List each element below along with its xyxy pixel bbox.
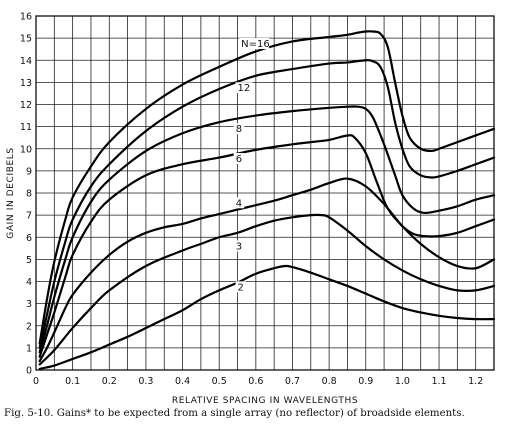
- curve-label-background: [233, 123, 245, 135]
- curve-label-background: [233, 197, 245, 209]
- y-tick-label: 0: [26, 366, 32, 377]
- gain-curve-3: [38, 213, 496, 366]
- gain-curve-12: [38, 59, 496, 349]
- curve-label: 6: [236, 154, 242, 165]
- y-tick-label: 12: [20, 100, 32, 111]
- curve-label: N=16: [241, 39, 270, 50]
- y-tick-label: 14: [20, 56, 32, 67]
- x-tick-label: 0.9: [358, 376, 373, 387]
- curve-label-background: [233, 153, 245, 165]
- curve-label-background: [235, 82, 253, 94]
- y-tick-label: 15: [20, 34, 32, 45]
- x-tick-label: 0.3: [138, 376, 153, 387]
- y-tick-label: 5: [26, 255, 32, 266]
- gain-curves: [38, 30, 496, 370]
- x-tick-label: 0.6: [248, 376, 263, 387]
- gridlines: [36, 16, 494, 370]
- x-tick-label: 0.4: [175, 376, 190, 387]
- x-tick-label: 1.1: [431, 376, 446, 387]
- y-tick-label: 11: [20, 122, 32, 133]
- curve-label: 12: [238, 83, 251, 94]
- gain-curve-2: [38, 264, 496, 370]
- gain-curve-4: [38, 177, 496, 363]
- y-tick-label: 7: [26, 211, 32, 222]
- curve-label: 4: [236, 198, 242, 209]
- y-tick-label: 16: [20, 12, 32, 23]
- y-tick-label: 8: [26, 189, 32, 200]
- x-tick-label: 0.1: [65, 376, 80, 387]
- x-tick-labels: 0 0.1 0.2 0.3 0.4 0.5 0.6 0.7 0.8 0.9 1.0 1.1 1.2: [33, 376, 483, 387]
- x-tick-label: 0.8: [322, 376, 337, 387]
- x-tick-label: 1.0: [395, 376, 410, 387]
- x-tick-label: 0.7: [285, 376, 300, 387]
- y-tick-label: 2: [26, 321, 32, 332]
- y-tick-label: 1: [26, 343, 32, 354]
- figure-caption: Fig. 5-10. Gains* to be expected from a …: [4, 408, 465, 419]
- y-tick-label: 10: [20, 144, 32, 155]
- y-tick-label: 4: [26, 277, 32, 288]
- curve-labels: N=16 12 8 6 4 3 2: [233, 37, 270, 293]
- y-tick-label: 13: [20, 78, 32, 89]
- plot-frame: [35, 15, 495, 371]
- y-tick-label: 3: [26, 299, 32, 310]
- curve-label-background: [239, 37, 270, 49]
- y-tick-label: 6: [26, 233, 32, 244]
- y-tick-label: 9: [26, 166, 32, 177]
- curve-label: 2: [238, 282, 244, 293]
- x-axis-title: RELATIVE SPACING IN WAVELENGTHS: [172, 396, 358, 406]
- x-tick-label: 0.5: [212, 376, 227, 387]
- gain-curve-8: [38, 105, 496, 354]
- y-axis-title: GAIN IN DECIBELS: [6, 147, 16, 238]
- curve-label: 8: [236, 124, 242, 135]
- curve-label: 3: [236, 241, 242, 252]
- gain-curve-16: [38, 30, 496, 345]
- curve-label-background: [233, 240, 245, 252]
- x-tick-label: 0.2: [102, 376, 117, 387]
- curve-label-background: [235, 281, 247, 293]
- gain-curve-6: [38, 134, 496, 358]
- x-tick-label: 0: [33, 376, 39, 387]
- x-tick-label: 1.2: [468, 376, 483, 387]
